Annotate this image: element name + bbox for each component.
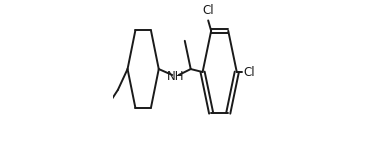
Text: NH: NH	[167, 70, 184, 83]
Text: Cl: Cl	[243, 66, 255, 79]
Text: Cl: Cl	[202, 4, 214, 17]
